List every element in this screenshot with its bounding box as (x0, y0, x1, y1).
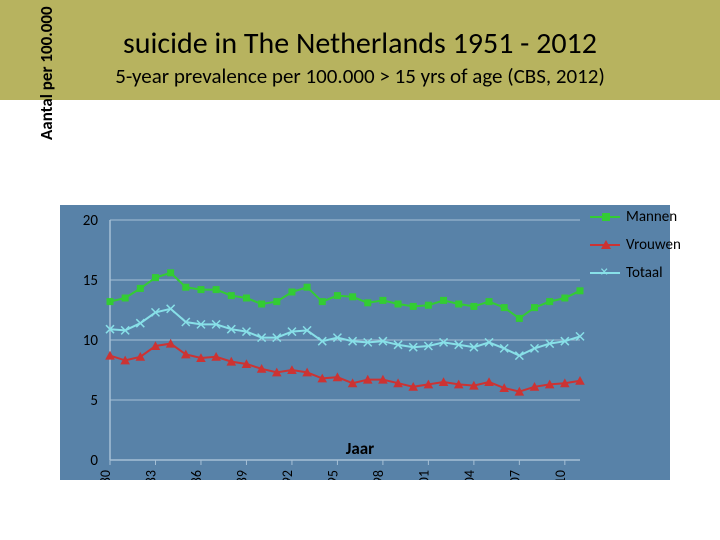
svg-text:2004: 2004 (461, 470, 478, 480)
svg-text:1992: 1992 (279, 470, 296, 480)
svg-text:10: 10 (83, 332, 99, 350)
header: suicide in The Netherlands 1951 - 2012 5… (0, 0, 720, 100)
legend-label-mannen: Mannen (626, 208, 677, 226)
x-axis-title: Jaar (0, 438, 720, 459)
svg-text:5: 5 (90, 392, 98, 410)
legend-swatch-totaal: × (590, 266, 620, 280)
legend-item-mannen: Mannen (590, 208, 710, 226)
slide-title: suicide in The Netherlands 1951 - 2012 (0, 25, 720, 62)
svg-text:20: 20 (83, 212, 99, 230)
legend-label-totaal: Totaal (626, 264, 663, 282)
svg-text:1995: 1995 (324, 470, 341, 480)
svg-text:2010: 2010 (552, 470, 569, 480)
legend-swatch-mannen (590, 210, 620, 224)
slide-root: suicide in The Netherlands 1951 - 2012 5… (0, 0, 720, 540)
legend-label-vrouwen: Vrouwen (626, 236, 681, 254)
svg-text:15: 15 (83, 272, 98, 290)
svg-text:1983: 1983 (142, 470, 159, 480)
slide-subtitle: 5-year prevalence per 100.000 > 15 yrs o… (0, 63, 720, 89)
legend-item-totaal: × Totaal (590, 264, 710, 282)
svg-text:2007: 2007 (506, 470, 523, 480)
svg-text:1980: 1980 (97, 470, 114, 480)
legend-swatch-vrouwen (590, 238, 620, 252)
svg-text:1989: 1989 (233, 470, 250, 480)
svg-text:1986: 1986 (188, 470, 205, 480)
y-axis-title: Aantal per 100.000 (36, 6, 57, 140)
svg-text:2001: 2001 (415, 470, 432, 480)
legend-item-vrouwen: Vrouwen (590, 236, 710, 254)
legend: Mannen Vrouwen × Totaal (590, 208, 710, 292)
svg-text:1998: 1998 (370, 470, 387, 480)
